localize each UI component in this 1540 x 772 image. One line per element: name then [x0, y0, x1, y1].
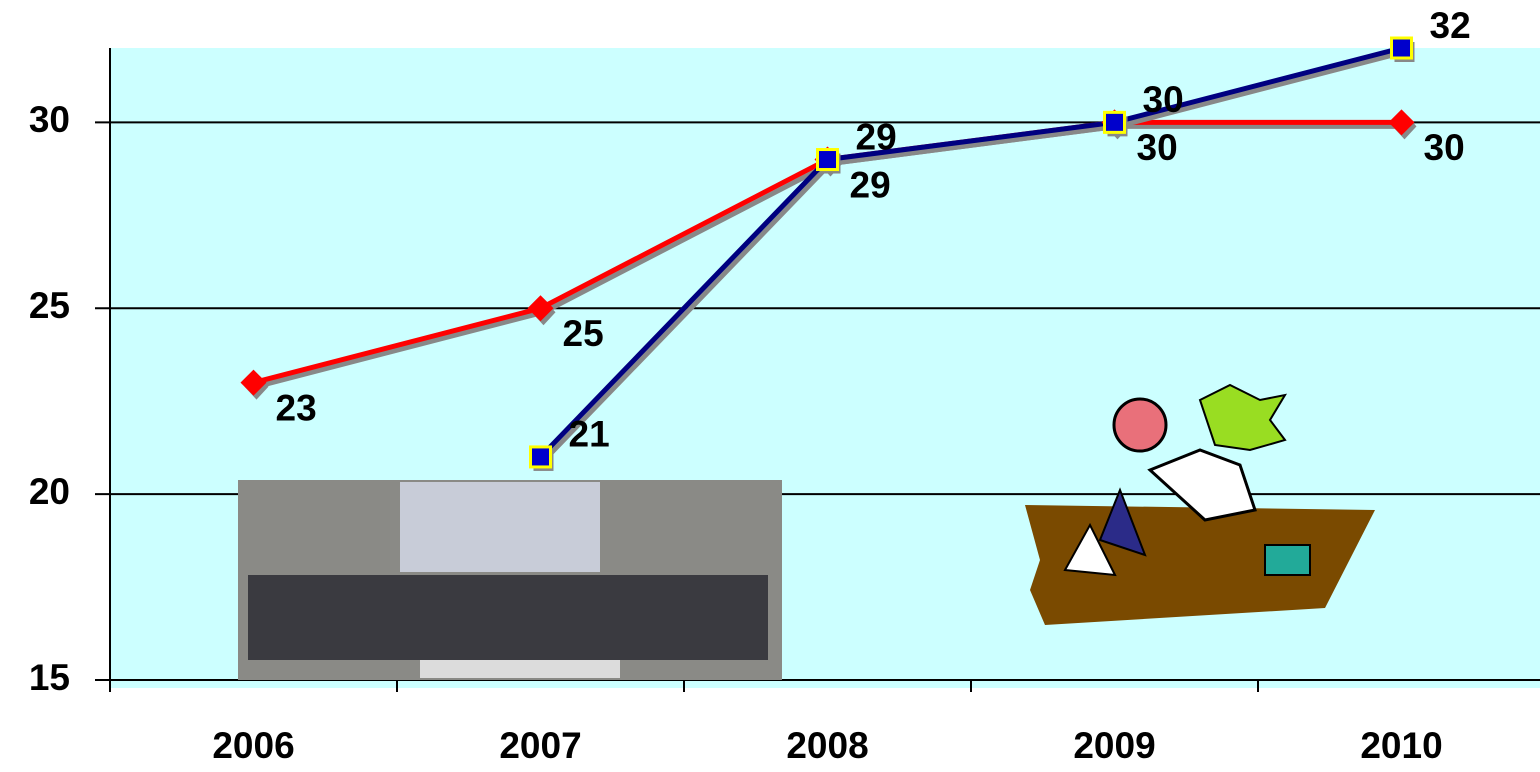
- scientist-clipart: [1025, 383, 1375, 625]
- marker: [1390, 36, 1413, 60]
- marker: [1103, 110, 1126, 134]
- data-label: 29: [856, 116, 897, 157]
- data-label: 32: [1430, 5, 1471, 46]
- data-label: 25: [563, 313, 604, 354]
- line-shadow: [541, 49, 1406, 463]
- marker: [527, 295, 554, 322]
- marker: [816, 148, 839, 172]
- x-tick-label: 2010: [1360, 725, 1442, 766]
- data-label: 30: [1143, 79, 1184, 120]
- y-tick-label: 30: [29, 99, 70, 140]
- marker: [1388, 109, 1415, 136]
- y-tick-label: 20: [29, 471, 70, 512]
- y-tick-label: 15: [29, 657, 70, 698]
- marker: [240, 369, 267, 396]
- x-tick-label: 2006: [212, 725, 294, 766]
- x-tick-label: 2009: [1073, 725, 1155, 766]
- data-label: 30: [1137, 127, 1178, 168]
- data-label: 23: [276, 387, 317, 428]
- photo: [238, 480, 782, 680]
- data-label: 30: [1424, 127, 1465, 168]
- x-tick-label: 2007: [499, 725, 581, 766]
- marker: [529, 445, 552, 469]
- x-tick-label: 2008: [786, 725, 868, 766]
- data-label: 21: [569, 414, 610, 455]
- data-label: 29: [850, 164, 891, 205]
- line: [538, 45, 1403, 459]
- y-tick-label: 25: [29, 285, 70, 326]
